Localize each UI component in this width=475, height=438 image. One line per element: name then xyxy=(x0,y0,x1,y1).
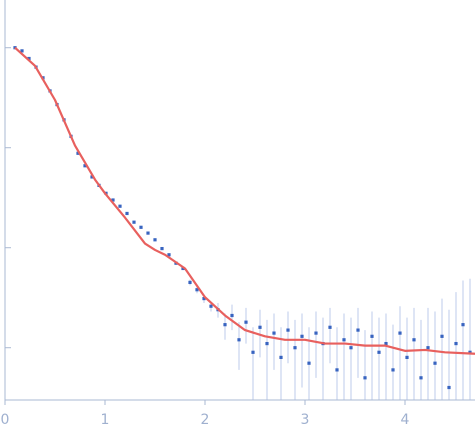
data-point xyxy=(125,211,129,216)
data-point xyxy=(181,266,185,271)
data-point xyxy=(398,331,402,335)
data-point xyxy=(426,346,430,350)
data-point xyxy=(419,376,423,380)
data-point xyxy=(139,225,143,229)
data-point xyxy=(202,296,206,301)
data-point xyxy=(363,376,367,380)
data-point xyxy=(356,328,360,332)
data-point xyxy=(146,231,150,235)
data-point xyxy=(251,350,255,354)
data-point xyxy=(153,238,157,242)
plot-area xyxy=(13,46,475,400)
data-point xyxy=(83,164,87,168)
data-point xyxy=(342,338,346,342)
x-tick-label: 3 xyxy=(301,412,310,428)
data-point xyxy=(461,323,465,327)
data-point xyxy=(132,220,136,224)
data-point xyxy=(412,338,416,342)
data-point xyxy=(307,361,311,365)
data-point xyxy=(286,328,290,332)
data-point xyxy=(447,385,451,390)
data-point xyxy=(258,325,262,329)
data-point xyxy=(237,338,241,342)
data-point xyxy=(293,346,297,350)
data-point xyxy=(433,361,437,365)
data-point xyxy=(90,175,94,179)
fit-line xyxy=(14,46,475,355)
data-point xyxy=(279,355,283,360)
data-point xyxy=(468,350,472,354)
data-point xyxy=(223,323,227,327)
data-point xyxy=(272,331,276,335)
data-point xyxy=(300,334,304,338)
data-point xyxy=(160,246,164,251)
data-point xyxy=(335,368,339,372)
data-point xyxy=(265,341,269,346)
data-point xyxy=(209,304,213,308)
data-point xyxy=(377,350,381,354)
data-point xyxy=(405,355,409,360)
data-point xyxy=(230,313,234,318)
data-point xyxy=(188,280,192,284)
data-point xyxy=(76,151,80,155)
x-tick-label: 1 xyxy=(101,412,110,428)
data-point xyxy=(244,320,248,324)
data-point xyxy=(440,334,444,338)
x-tick-label: 2 xyxy=(201,412,210,428)
data-point xyxy=(370,334,374,338)
data-point xyxy=(328,325,332,329)
data-point xyxy=(195,288,199,292)
x-tick-label: 0 xyxy=(1,412,10,428)
data-point xyxy=(349,346,353,350)
data-point xyxy=(454,341,458,346)
data-point xyxy=(27,56,31,61)
x-tick-label: 4 xyxy=(401,412,410,428)
data-point xyxy=(314,331,318,335)
data-point xyxy=(111,198,115,202)
data-point xyxy=(384,341,388,346)
data-point xyxy=(20,49,24,53)
data-point xyxy=(167,253,171,257)
data-point xyxy=(391,368,395,372)
data-point xyxy=(118,204,122,208)
